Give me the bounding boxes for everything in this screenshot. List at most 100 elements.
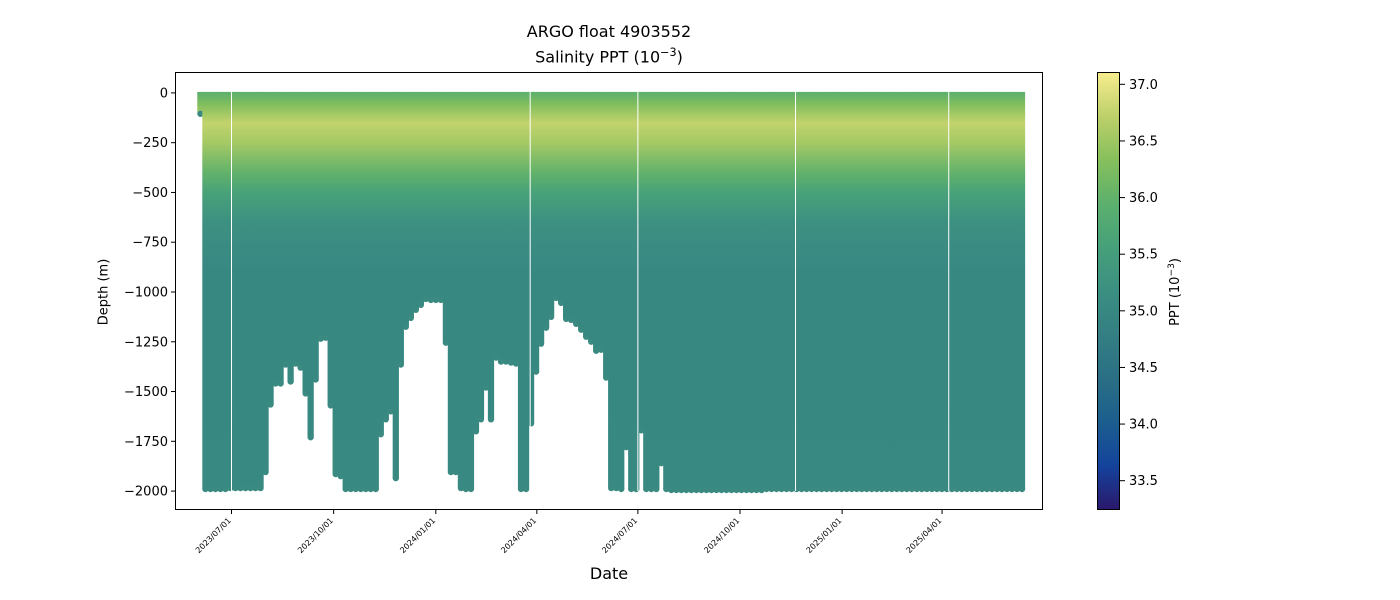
profile-end-point xyxy=(412,306,419,314)
profile-end-point xyxy=(307,434,314,441)
profile-end-point xyxy=(557,299,565,307)
x-tick-label: 2024/04/01 xyxy=(499,516,538,555)
profile-column xyxy=(793,91,800,490)
profile-end-point xyxy=(893,485,900,493)
profile-column xyxy=(633,91,640,490)
colorbar-tick-label: 36.0 xyxy=(1129,191,1158,206)
profile-end-point xyxy=(417,301,424,309)
profile-end-point xyxy=(948,485,956,493)
profile-column xyxy=(257,91,264,489)
profile-end-point xyxy=(993,485,1001,493)
profile-end-point xyxy=(222,485,229,493)
colorbar-tick-label: 35.5 xyxy=(1129,248,1158,263)
profile-end-point xyxy=(968,485,976,493)
profile-column xyxy=(337,91,344,477)
profile-end-point xyxy=(678,486,685,494)
profile-column xyxy=(197,91,204,114)
colorbar xyxy=(1097,72,1120,510)
profile-column xyxy=(222,91,229,490)
profile-end-point xyxy=(522,485,530,493)
profile-column xyxy=(753,91,760,491)
profile-column xyxy=(552,91,560,298)
profile-end-point xyxy=(377,431,384,438)
profile-column xyxy=(207,91,214,490)
profile-end-point xyxy=(317,335,324,342)
profile-column xyxy=(452,91,460,473)
profile-end-point xyxy=(573,320,580,327)
profile-end-point xyxy=(898,485,905,493)
profile-end-point xyxy=(643,485,650,493)
profile-end-point xyxy=(442,339,450,346)
profile-column xyxy=(227,91,234,489)
profile-column xyxy=(688,91,695,491)
profile-end-point xyxy=(988,485,996,493)
profile-end-point xyxy=(593,347,600,354)
profile-column xyxy=(542,91,550,328)
profile-column xyxy=(713,91,720,491)
profile-end-point xyxy=(828,485,835,493)
y-tick-label: −750 xyxy=(132,236,168,251)
y-tick-label: −2000 xyxy=(124,485,168,500)
profile-end-point xyxy=(808,485,815,493)
profile-column xyxy=(407,91,414,318)
profile-column xyxy=(412,91,419,310)
profile-column xyxy=(282,91,289,365)
profile-end-point xyxy=(778,485,785,493)
profile-column xyxy=(527,91,535,424)
profile-column xyxy=(507,91,515,363)
profile-end-point xyxy=(1008,485,1016,493)
profile-end-point xyxy=(638,427,645,434)
profile-column xyxy=(347,91,354,490)
profile-column xyxy=(828,91,835,490)
profile-end-point xyxy=(552,294,560,302)
profile-end-point xyxy=(327,402,334,409)
profile-end-point xyxy=(502,358,510,365)
profile-column xyxy=(272,91,279,384)
profile-column xyxy=(397,91,404,365)
profile-column xyxy=(653,91,660,490)
profile-end-point xyxy=(958,485,966,493)
profile-end-point xyxy=(978,485,986,493)
profile-end-point xyxy=(908,485,915,493)
profile-end-point xyxy=(568,316,575,323)
profile-end-point xyxy=(793,485,800,493)
profile-column xyxy=(352,91,359,490)
profile-end-point xyxy=(868,485,875,493)
profile-end-point xyxy=(913,485,920,493)
profile-end-point xyxy=(217,485,224,493)
profile-column xyxy=(833,91,840,490)
profile-end-point xyxy=(818,485,825,493)
colorbar-tick-label: 34.0 xyxy=(1129,418,1158,433)
profile-column xyxy=(1013,91,1021,490)
profile-column xyxy=(262,91,269,473)
profile-end-point xyxy=(738,486,745,494)
y-tick-label: 0 xyxy=(160,86,168,101)
profile-end-point xyxy=(232,484,239,492)
profile-end-point xyxy=(357,485,364,493)
profile-end-point xyxy=(517,485,525,493)
profile-end-point xyxy=(883,485,890,493)
colorbar-axis: 33.5 34.0 34.5 35.0 35.5 36.0 36.5 37.0 xyxy=(1120,78,1158,489)
profile-column xyxy=(683,91,690,491)
profile-end-point xyxy=(713,486,720,494)
profile-column xyxy=(492,91,500,358)
profile-column xyxy=(377,91,384,435)
profile-end-point xyxy=(708,486,715,494)
profile-end-point xyxy=(472,428,480,435)
profile-column xyxy=(327,91,334,406)
profile-column xyxy=(447,91,455,473)
y-tick-label: −1250 xyxy=(124,335,168,350)
profile-column xyxy=(497,91,505,362)
profile-column xyxy=(292,91,299,364)
profile-column xyxy=(673,91,680,491)
profiles-layer xyxy=(197,91,1026,494)
profile-end-point xyxy=(487,416,495,423)
profile-end-point xyxy=(888,485,895,493)
profile-end-point xyxy=(918,485,925,493)
profile-column xyxy=(618,91,625,490)
profile-column xyxy=(342,91,349,490)
profile-end-point xyxy=(297,364,304,371)
profile-column xyxy=(307,91,314,438)
profile-column xyxy=(212,91,219,490)
profile-column xyxy=(933,91,940,490)
